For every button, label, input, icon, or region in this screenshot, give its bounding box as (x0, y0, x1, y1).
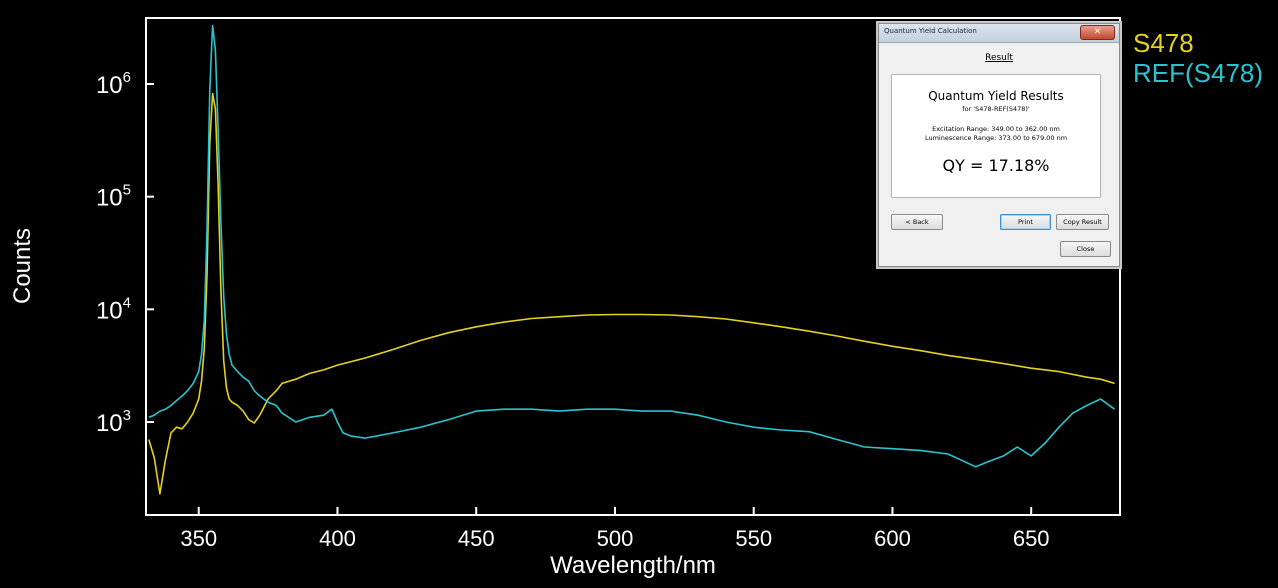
legend-s478: S478 (1133, 28, 1194, 58)
y-tick-base: 10 (96, 72, 123, 99)
x-tick-label: 500 (597, 526, 634, 551)
series-line-ref-s478 (148, 24, 1115, 468)
y-tick-label: 106 (96, 69, 131, 99)
y-tick-label: 104 (96, 294, 131, 324)
dialog-titlebar[interactable]: Quantum Yield Calculation ✕ (879, 24, 1119, 43)
print-button[interactable]: Print (1000, 214, 1051, 230)
x-tick-label: 400 (319, 526, 356, 551)
luminescence-range: Luminescence Range: 373.00 to 679.00 nm (924, 134, 1068, 142)
legend-ref-s478: REF(S478) (1133, 58, 1264, 88)
results-heading: Quantum Yield Results (928, 89, 1064, 103)
excitation-range: Excitation Range: 349.00 to 362.00 nm (932, 125, 1060, 133)
back-button[interactable]: < Back (891, 214, 943, 230)
y-tick-label: 105 (96, 182, 131, 212)
y-tick-exponent: 6 (123, 69, 131, 86)
y-tick-base: 10 (96, 185, 123, 212)
x-tick-label: 600 (874, 526, 911, 551)
y-tick-base: 10 (96, 410, 123, 437)
x-tick-label: 350 (180, 526, 217, 551)
results-subject: for 'S478-REF(S478)' (962, 105, 1030, 113)
close-button[interactable]: Close (1060, 241, 1111, 257)
x-tick-label: 650 (1013, 526, 1050, 551)
qy-value: QY = 17.18% (942, 156, 1050, 175)
result-tab[interactable]: Result (985, 53, 1013, 63)
y-tick-label: 103 (96, 407, 131, 437)
y-tick-exponent: 4 (123, 294, 131, 311)
y-axis-label: Counts (9, 228, 36, 304)
quantum-yield-dialog: Quantum Yield Calculation ✕ Result Quant… (878, 23, 1120, 267)
y-tick-exponent: 5 (123, 182, 131, 199)
close-window-button[interactable]: ✕ (1080, 25, 1115, 40)
plot-frame (145, 17, 1121, 516)
x-tick-label: 450 (458, 526, 495, 551)
x-axis-label: Wavelength/nm (550, 552, 716, 579)
series-line-s478 (148, 92, 1115, 495)
dialog-title: Quantum Yield Calculation (884, 27, 977, 35)
copy-result-button[interactable]: Copy Result (1056, 214, 1109, 230)
y-tick-base: 10 (96, 297, 123, 324)
x-tick-label: 550 (735, 526, 772, 551)
result-panel: Quantum Yield Results for 'S478-REF(S478… (891, 74, 1101, 198)
series-lines (148, 24, 1115, 495)
y-tick-exponent: 3 (123, 407, 131, 424)
close-icon: ✕ (1093, 27, 1102, 37)
x-axis-ticks: 350 400 450 500 550 600 650 (180, 507, 1050, 551)
